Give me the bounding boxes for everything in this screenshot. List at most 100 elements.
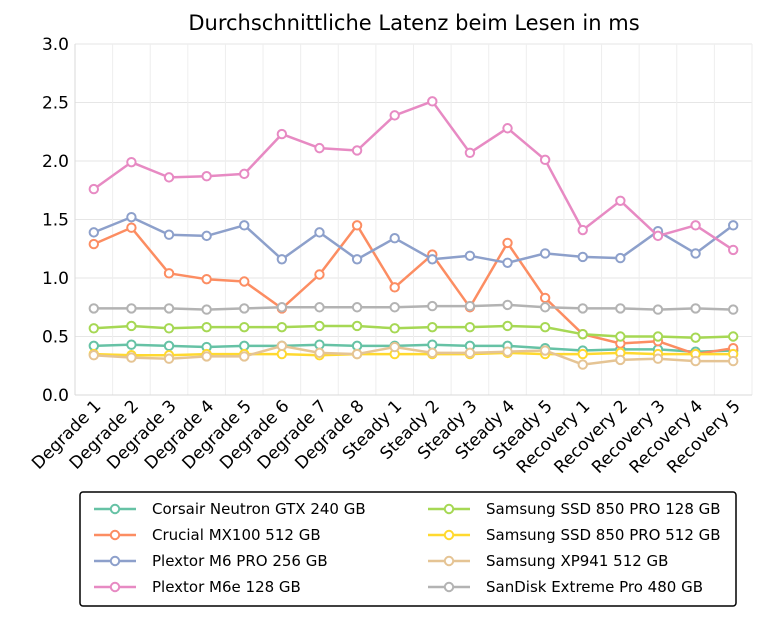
series-line bbox=[93, 224, 734, 356]
data-point bbox=[276, 128, 288, 140]
series-line bbox=[93, 100, 734, 251]
data-point bbox=[690, 220, 701, 231]
data-point bbox=[539, 248, 551, 259]
data-point bbox=[126, 320, 137, 332]
legend-item: Samsung SSD 850 PRO 128 GB bbox=[428, 500, 721, 518]
data-point bbox=[464, 321, 476, 333]
data-point bbox=[239, 168, 250, 180]
data-point bbox=[389, 233, 400, 244]
series-group bbox=[88, 96, 739, 370]
legend-label: Corsair Neutron GTX 240 GB bbox=[152, 500, 366, 518]
legend-box bbox=[79, 491, 737, 607]
legend-swatch-marker bbox=[443, 581, 455, 593]
series-line bbox=[93, 344, 734, 366]
y-tick-label: 1.0 bbox=[42, 269, 69, 289]
data-point bbox=[502, 257, 513, 268]
data-point bbox=[727, 244, 739, 256]
data-point bbox=[577, 303, 588, 314]
data-point bbox=[464, 300, 476, 312]
data-point bbox=[88, 323, 100, 334]
data-point bbox=[577, 251, 588, 263]
y-tick-label: 0.0 bbox=[42, 386, 69, 406]
legend-swatch-marker bbox=[443, 529, 455, 541]
legend-label: SanDisk Extreme Pro 480 GB bbox=[486, 578, 703, 596]
data-point bbox=[427, 339, 438, 350]
series-line bbox=[93, 303, 734, 311]
legend-item: Crucial MX100 512 GB bbox=[94, 526, 321, 544]
data-point bbox=[464, 147, 476, 159]
data-point bbox=[690, 303, 701, 314]
data-point bbox=[88, 350, 100, 361]
series-4 bbox=[88, 320, 739, 343]
data-point bbox=[351, 145, 363, 156]
data-point bbox=[502, 320, 513, 332]
data-point bbox=[314, 302, 325, 313]
data-point bbox=[577, 348, 588, 360]
data-point bbox=[163, 353, 175, 364]
data-point bbox=[314, 227, 325, 238]
data-point bbox=[276, 254, 288, 265]
data-point bbox=[351, 320, 363, 332]
series-line bbox=[93, 343, 734, 353]
data-point bbox=[163, 340, 175, 352]
data-point bbox=[615, 252, 626, 264]
data-point bbox=[652, 304, 664, 315]
data-point bbox=[427, 96, 438, 107]
legend-label: Plextor M6 PRO 256 GB bbox=[152, 552, 328, 570]
data-point bbox=[239, 351, 250, 362]
data-point bbox=[690, 355, 701, 367]
data-point bbox=[314, 347, 325, 359]
data-point bbox=[727, 304, 739, 315]
data-point bbox=[652, 353, 664, 364]
legend-swatch-marker bbox=[109, 503, 121, 515]
data-point bbox=[126, 156, 137, 168]
legend-label: Samsung SSD 850 PRO 128 GB bbox=[486, 500, 721, 518]
data-point bbox=[163, 303, 175, 314]
data-point bbox=[615, 303, 626, 314]
data-point bbox=[727, 220, 739, 231]
data-point bbox=[163, 172, 175, 183]
data-point bbox=[239, 340, 250, 352]
series-line bbox=[93, 324, 734, 339]
data-point bbox=[652, 230, 664, 242]
legend-swatch-marker bbox=[443, 503, 455, 515]
data-point bbox=[539, 302, 551, 313]
data-point bbox=[201, 351, 212, 362]
y-tick-label: 2.0 bbox=[42, 152, 69, 172]
data-point bbox=[351, 254, 363, 265]
series-6 bbox=[88, 340, 739, 370]
data-point bbox=[539, 345, 551, 356]
legend-label: Plextor M6e 128 GB bbox=[152, 578, 301, 596]
data-point bbox=[239, 276, 250, 287]
data-point bbox=[577, 224, 588, 236]
data-point bbox=[163, 323, 175, 334]
y-tick-label: 1.5 bbox=[42, 211, 69, 231]
data-point bbox=[502, 237, 513, 249]
legend-item: Samsung SSD 850 PRO 512 GB bbox=[428, 526, 721, 544]
data-point bbox=[351, 340, 363, 352]
data-point bbox=[126, 339, 137, 350]
legend-item: Plextor M6e 128 GB bbox=[94, 578, 301, 596]
legend-swatch-marker bbox=[109, 529, 121, 541]
data-point bbox=[464, 250, 476, 261]
legend-swatch-marker bbox=[109, 581, 121, 593]
data-point bbox=[276, 302, 288, 313]
chart-title: Durchschnittliche Latenz beim Lesen in m… bbox=[188, 11, 639, 35]
data-point bbox=[389, 302, 400, 313]
data-point bbox=[276, 321, 288, 333]
data-point bbox=[427, 321, 438, 333]
data-point bbox=[201, 273, 212, 285]
data-point bbox=[351, 302, 363, 313]
data-point bbox=[276, 340, 288, 352]
series-2 bbox=[88, 211, 739, 268]
data-point bbox=[502, 346, 513, 357]
data-point bbox=[502, 299, 513, 311]
data-point bbox=[239, 321, 250, 333]
data-point bbox=[88, 340, 100, 352]
data-point bbox=[314, 142, 325, 154]
data-point bbox=[314, 339, 325, 350]
series-3 bbox=[88, 96, 739, 256]
y-tick-label: 3.0 bbox=[42, 35, 69, 55]
data-point bbox=[652, 331, 664, 342]
